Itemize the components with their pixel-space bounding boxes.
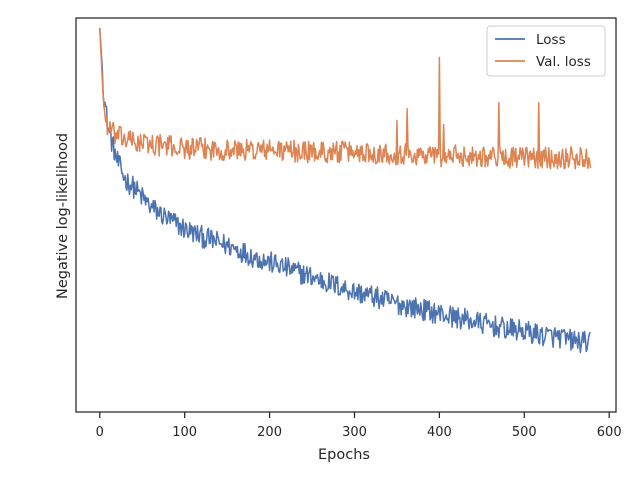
- x-axis-label: Epochs: [318, 447, 370, 463]
- legend-label-loss: Loss: [536, 32, 566, 48]
- val-loss-line: [99, 27, 592, 170]
- x-tick-label: 400: [427, 425, 452, 440]
- x-tick-label: 0: [96, 425, 104, 440]
- series-lines: [99, 27, 592, 354]
- y-axis-label: Negative log-likelihood: [55, 133, 71, 299]
- x-axis-ticks: 0 100 200 300 400 500 600: [96, 412, 622, 440]
- plot-frame: [75, 17, 617, 413]
- x-tick-label: 100: [172, 425, 197, 440]
- x-tick-label: 600: [597, 425, 622, 440]
- legend-label-val-loss: Val. loss: [536, 54, 591, 70]
- legend: Loss Val. loss: [486, 25, 606, 77]
- x-tick-label: 500: [512, 425, 537, 440]
- loss-line: [99, 27, 591, 354]
- x-tick-label: 200: [257, 425, 282, 440]
- x-tick-label: 300: [342, 425, 367, 440]
